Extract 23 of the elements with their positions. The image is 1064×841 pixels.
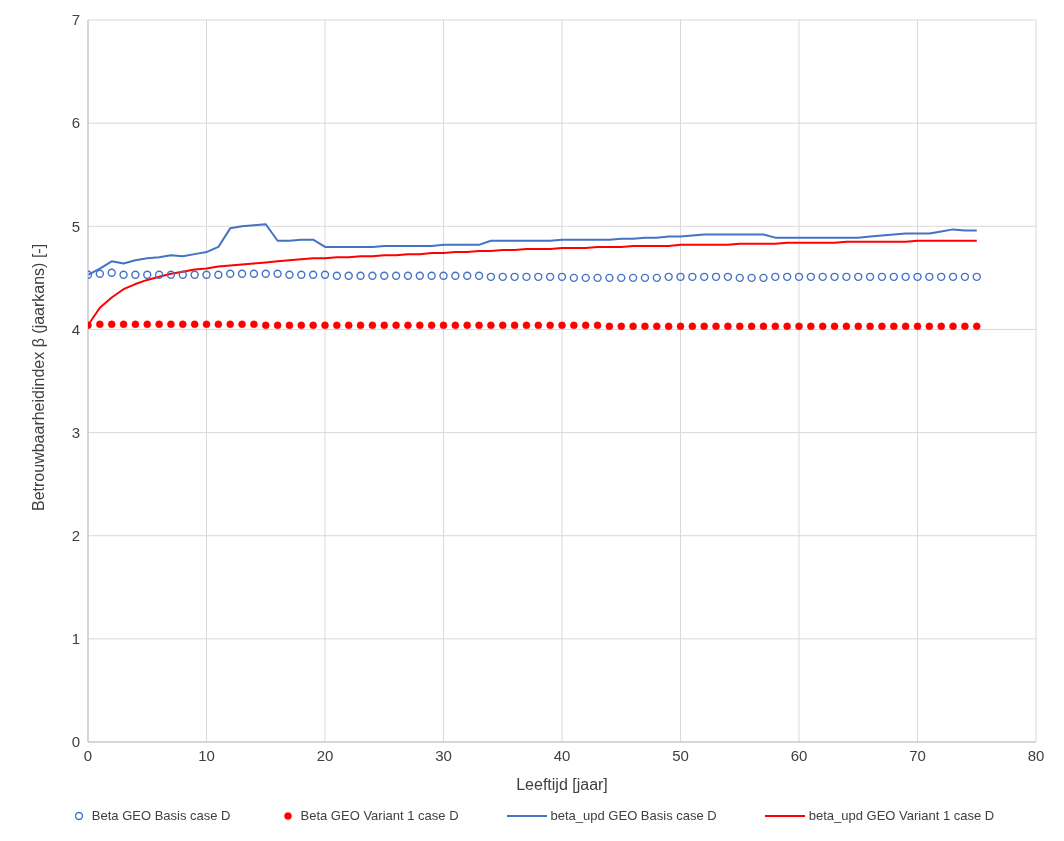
- x-tick-label: 50: [672, 746, 689, 764]
- x-tick-label: 30: [435, 746, 452, 764]
- y-tick-label: 1: [71, 630, 80, 648]
- y-tick-label: 3: [71, 423, 80, 441]
- x-tick-label: 40: [553, 746, 571, 764]
- legend-label: beta_upd GEO Basis case D: [550, 808, 717, 823]
- y-tick-label: 7: [71, 11, 80, 29]
- x-tick-label: 60: [790, 746, 808, 764]
- y-tick-label: 5: [71, 217, 80, 235]
- y-tick-label: 4: [71, 320, 80, 338]
- x-tick-label: 10: [198, 746, 215, 764]
- x-tick-label: 70: [909, 746, 926, 764]
- x-tick-label: 80: [1027, 746, 1045, 764]
- x-tick-label: 0: [83, 746, 93, 764]
- legend-label: Beta GEO Basis case D: [91, 808, 231, 823]
- y-axis-title: Betrouwbaarheidindex β (jaarkans) [-]: [29, 243, 47, 511]
- y-tick-label: 6: [71, 114, 80, 132]
- x-axis-title: Leeftijd [jaar]: [516, 776, 608, 793]
- legend-label: Beta GEO Variant 1 case D: [300, 808, 459, 823]
- y-tick-label: 2: [71, 527, 80, 545]
- y-tick-label: 0: [71, 733, 80, 751]
- x-tick-label: 20: [316, 746, 334, 764]
- legend-label: beta_upd GEO Variant 1 case D: [808, 808, 995, 823]
